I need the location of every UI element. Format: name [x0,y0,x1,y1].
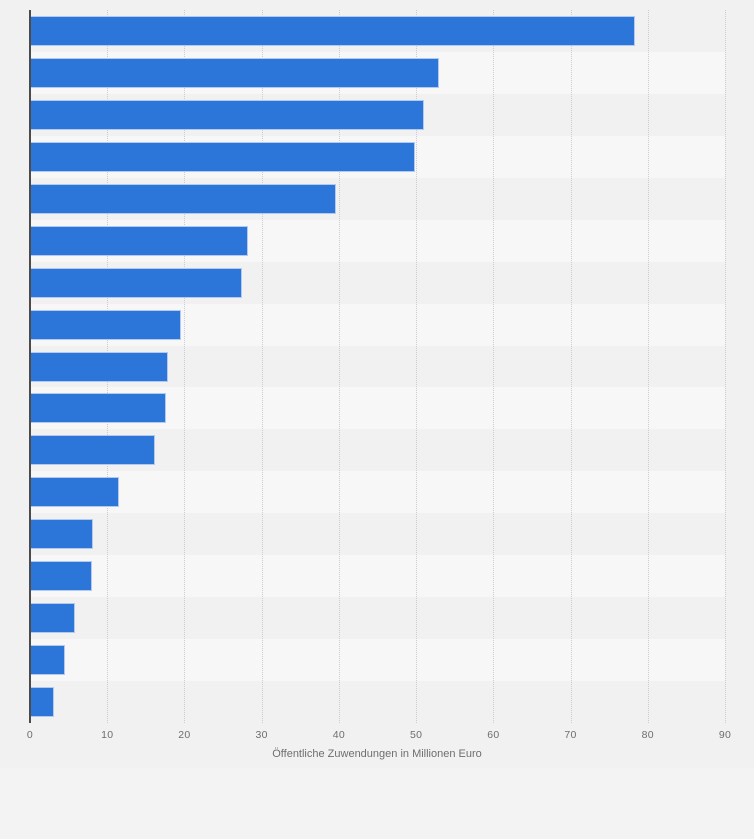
bar[interactable] [30,393,166,424]
x-tick-label: 20 [178,729,191,741]
bar[interactable] [30,15,635,46]
y-axis-line [29,10,31,723]
bar[interactable] [30,99,424,130]
bar[interactable] [30,309,181,340]
category-row-stripe [30,471,725,514]
bar[interactable] [30,603,75,634]
vertical-gridline [647,10,649,723]
x-tick-label: 40 [332,729,346,741]
bar[interactable] [30,267,243,298]
x-tick-label: 60 [487,729,500,741]
bar-chart: 0 10 20 30 40 50 60 70 80 90 Öffentliche Zuwendun… [26,10,732,760]
bar[interactable] [30,687,54,718]
x-tick-label: 90 [718,729,732,741]
x-tick-label: 70 [564,729,577,741]
vertical-gridline [416,10,418,723]
x-axis-title: Öffentliche Zuwendungen in Millionen Eur… [272,748,482,760]
vertical-gridline [493,10,495,723]
bar[interactable] [30,645,65,676]
bar[interactable] [30,225,248,256]
category-row-stripe [30,681,725,723]
bar[interactable] [30,519,94,550]
vertical-gridline [570,10,572,723]
bar[interactable] [30,477,119,508]
category-row-stripe [30,555,725,598]
bar[interactable] [30,141,416,172]
x-tick-label: 80 [641,729,654,741]
vertical-gridline [184,10,186,723]
x-tick-label: 10 [101,729,114,741]
x-tick-label: 50 [409,729,423,741]
bar[interactable] [30,57,440,88]
vertical-gridline [338,10,340,723]
bar[interactable] [30,435,156,466]
bar[interactable] [30,351,169,382]
vertical-gridline [725,10,726,723]
category-row-stripe [30,513,725,556]
vertical-gridline [261,10,263,723]
plot-area [29,10,726,723]
bar[interactable] [30,183,336,214]
category-row-stripe [30,597,725,640]
bar[interactable] [30,561,92,592]
category-row-stripe [30,639,725,682]
x-tick-label: 0 [26,729,34,741]
x-tick-label: 30 [255,729,268,741]
